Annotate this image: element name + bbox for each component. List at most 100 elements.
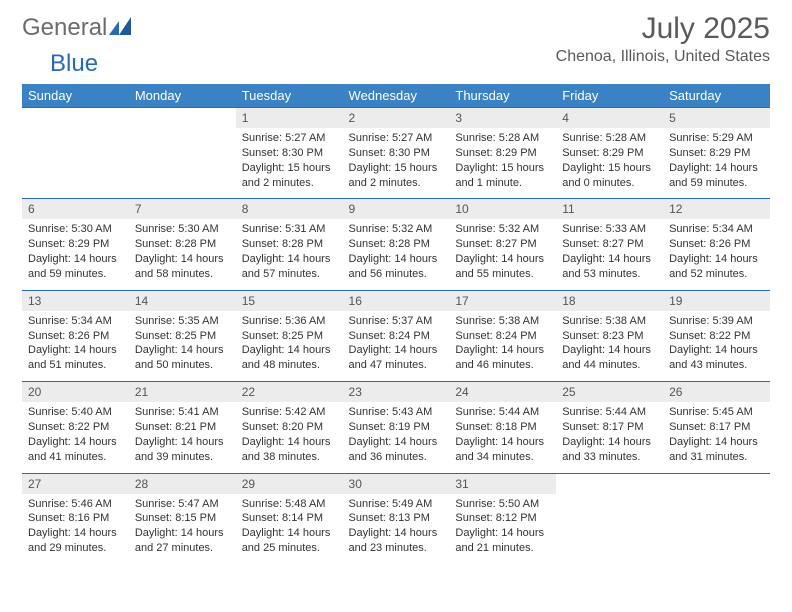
day-number: 10 bbox=[449, 199, 556, 219]
dayhead-monday: Monday bbox=[129, 84, 236, 108]
day-number: 23 bbox=[343, 382, 450, 402]
day-number: 21 bbox=[129, 382, 236, 402]
day-info: Sunrise: 5:40 AMSunset: 8:22 PMDaylight:… bbox=[22, 402, 129, 472]
day-info: Sunrise: 5:27 AMSunset: 8:30 PMDaylight:… bbox=[236, 128, 343, 198]
day-number: 12 bbox=[663, 199, 770, 219]
day-number: 7 bbox=[129, 199, 236, 219]
calendar-cell: 9Sunrise: 5:32 AMSunset: 8:28 PMDaylight… bbox=[343, 199, 450, 290]
day-number: 25 bbox=[556, 382, 663, 402]
day-info: Sunrise: 5:27 AMSunset: 8:30 PMDaylight:… bbox=[343, 128, 450, 198]
dayhead-sunday: Sunday bbox=[22, 84, 129, 108]
calendar-cell: 16Sunrise: 5:37 AMSunset: 8:24 PMDayligh… bbox=[343, 290, 450, 381]
day-number: 20 bbox=[22, 382, 129, 402]
calendar-cell: 8Sunrise: 5:31 AMSunset: 8:28 PMDaylight… bbox=[236, 199, 343, 290]
calendar-header-row: Sunday Monday Tuesday Wednesday Thursday… bbox=[22, 84, 770, 108]
calendar-week-row: 27Sunrise: 5:46 AMSunset: 8:16 PMDayligh… bbox=[22, 473, 770, 564]
day-info: Sunrise: 5:49 AMSunset: 8:13 PMDaylight:… bbox=[343, 494, 450, 564]
day-number: 29 bbox=[236, 474, 343, 494]
calendar-cell: 24Sunrise: 5:44 AMSunset: 8:18 PMDayligh… bbox=[449, 382, 556, 473]
calendar-cell: 28Sunrise: 5:47 AMSunset: 8:15 PMDayligh… bbox=[129, 473, 236, 564]
day-info: Sunrise: 5:47 AMSunset: 8:15 PMDaylight:… bbox=[129, 494, 236, 564]
day-info: Sunrise: 5:30 AMSunset: 8:28 PMDaylight:… bbox=[129, 219, 236, 289]
day-info: Sunrise: 5:44 AMSunset: 8:17 PMDaylight:… bbox=[556, 402, 663, 472]
day-info: Sunrise: 5:46 AMSunset: 8:16 PMDaylight:… bbox=[22, 494, 129, 564]
location-text: Chenoa, Illinois, United States bbox=[556, 48, 770, 66]
day-number: 27 bbox=[22, 474, 129, 494]
title-block: July 2025 Chenoa, Illinois, United State… bbox=[556, 12, 770, 66]
dayhead-tuesday: Tuesday bbox=[236, 84, 343, 108]
calendar-cell: 10Sunrise: 5:32 AMSunset: 8:27 PMDayligh… bbox=[449, 199, 556, 290]
day-number: 11 bbox=[556, 199, 663, 219]
day-info: Sunrise: 5:35 AMSunset: 8:25 PMDaylight:… bbox=[129, 311, 236, 381]
day-info: Sunrise: 5:34 AMSunset: 8:26 PMDaylight:… bbox=[22, 311, 129, 381]
calendar-week-row: 13Sunrise: 5:34 AMSunset: 8:26 PMDayligh… bbox=[22, 290, 770, 381]
dayhead-thursday: Thursday bbox=[449, 84, 556, 108]
day-number: 13 bbox=[22, 291, 129, 311]
day-number: 1 bbox=[236, 108, 343, 128]
calendar-cell: 22Sunrise: 5:42 AMSunset: 8:20 PMDayligh… bbox=[236, 382, 343, 473]
calendar-cell: 17Sunrise: 5:38 AMSunset: 8:24 PMDayligh… bbox=[449, 290, 556, 381]
calendar-cell: 18Sunrise: 5:38 AMSunset: 8:23 PMDayligh… bbox=[556, 290, 663, 381]
brand-logo: General bbox=[22, 12, 135, 42]
calendar-cell: 27Sunrise: 5:46 AMSunset: 8:16 PMDayligh… bbox=[22, 473, 129, 564]
calendar-week-row: 6Sunrise: 5:30 AMSunset: 8:29 PMDaylight… bbox=[22, 199, 770, 290]
day-info: Sunrise: 5:32 AMSunset: 8:27 PMDaylight:… bbox=[449, 219, 556, 289]
day-info: Sunrise: 5:50 AMSunset: 8:12 PMDaylight:… bbox=[449, 494, 556, 564]
day-info: Sunrise: 5:32 AMSunset: 8:28 PMDaylight:… bbox=[343, 219, 450, 289]
calendar-cell: 2Sunrise: 5:27 AMSunset: 8:30 PMDaylight… bbox=[343, 108, 450, 199]
day-info: Sunrise: 5:36 AMSunset: 8:25 PMDaylight:… bbox=[236, 311, 343, 381]
day-info: Sunrise: 5:33 AMSunset: 8:27 PMDaylight:… bbox=[556, 219, 663, 289]
day-number: 28 bbox=[129, 474, 236, 494]
day-number: 14 bbox=[129, 291, 236, 311]
calendar-week-row: ....1Sunrise: 5:27 AMSunset: 8:30 PMDayl… bbox=[22, 108, 770, 199]
day-info: Sunrise: 5:38 AMSunset: 8:23 PMDaylight:… bbox=[556, 311, 663, 381]
day-number: 6 bbox=[22, 199, 129, 219]
calendar-cell: 1Sunrise: 5:27 AMSunset: 8:30 PMDaylight… bbox=[236, 108, 343, 199]
day-number: 9 bbox=[343, 199, 450, 219]
page-title: July 2025 bbox=[556, 12, 770, 46]
day-number: 19 bbox=[663, 291, 770, 311]
calendar-cell: 4Sunrise: 5:28 AMSunset: 8:29 PMDaylight… bbox=[556, 108, 663, 199]
day-info: Sunrise: 5:39 AMSunset: 8:22 PMDaylight:… bbox=[663, 311, 770, 381]
dayhead-saturday: Saturday bbox=[663, 84, 770, 108]
day-number: 5 bbox=[663, 108, 770, 128]
brand-mark-icon bbox=[109, 14, 135, 42]
calendar-cell: 26Sunrise: 5:45 AMSunset: 8:17 PMDayligh… bbox=[663, 382, 770, 473]
calendar-cell: .. bbox=[663, 473, 770, 564]
day-info: Sunrise: 5:44 AMSunset: 8:18 PMDaylight:… bbox=[449, 402, 556, 472]
day-number: 31 bbox=[449, 474, 556, 494]
calendar-week-row: 20Sunrise: 5:40 AMSunset: 8:22 PMDayligh… bbox=[22, 382, 770, 473]
calendar-cell: 14Sunrise: 5:35 AMSunset: 8:25 PMDayligh… bbox=[129, 290, 236, 381]
day-info: Sunrise: 5:38 AMSunset: 8:24 PMDaylight:… bbox=[449, 311, 556, 381]
dayhead-wednesday: Wednesday bbox=[343, 84, 450, 108]
calendar-cell: 29Sunrise: 5:48 AMSunset: 8:14 PMDayligh… bbox=[236, 473, 343, 564]
day-info: Sunrise: 5:43 AMSunset: 8:19 PMDaylight:… bbox=[343, 402, 450, 472]
day-info: Sunrise: 5:28 AMSunset: 8:29 PMDaylight:… bbox=[556, 128, 663, 198]
calendar-cell: 11Sunrise: 5:33 AMSunset: 8:27 PMDayligh… bbox=[556, 199, 663, 290]
calendar-cell: 15Sunrise: 5:36 AMSunset: 8:25 PMDayligh… bbox=[236, 290, 343, 381]
calendar-cell: 5Sunrise: 5:29 AMSunset: 8:29 PMDaylight… bbox=[663, 108, 770, 199]
brand-general: General bbox=[22, 14, 107, 42]
day-info: Sunrise: 5:31 AMSunset: 8:28 PMDaylight:… bbox=[236, 219, 343, 289]
day-info: Sunrise: 5:48 AMSunset: 8:14 PMDaylight:… bbox=[236, 494, 343, 564]
calendar-cell: 25Sunrise: 5:44 AMSunset: 8:17 PMDayligh… bbox=[556, 382, 663, 473]
day-info: Sunrise: 5:30 AMSunset: 8:29 PMDaylight:… bbox=[22, 219, 129, 289]
day-info: Sunrise: 5:28 AMSunset: 8:29 PMDaylight:… bbox=[449, 128, 556, 198]
day-number: 24 bbox=[449, 382, 556, 402]
calendar-cell: 21Sunrise: 5:41 AMSunset: 8:21 PMDayligh… bbox=[129, 382, 236, 473]
day-info: Sunrise: 5:45 AMSunset: 8:17 PMDaylight:… bbox=[663, 402, 770, 472]
day-number: 4 bbox=[556, 108, 663, 128]
day-number: 3 bbox=[449, 108, 556, 128]
calendar-cell: 12Sunrise: 5:34 AMSunset: 8:26 PMDayligh… bbox=[663, 199, 770, 290]
calendar-cell: 7Sunrise: 5:30 AMSunset: 8:28 PMDaylight… bbox=[129, 199, 236, 290]
calendar-cell: 3Sunrise: 5:28 AMSunset: 8:29 PMDaylight… bbox=[449, 108, 556, 199]
calendar-cell: .. bbox=[556, 473, 663, 564]
day-number: 15 bbox=[236, 291, 343, 311]
day-number: 16 bbox=[343, 291, 450, 311]
calendar-cell: 23Sunrise: 5:43 AMSunset: 8:19 PMDayligh… bbox=[343, 382, 450, 473]
calendar-cell: 31Sunrise: 5:50 AMSunset: 8:12 PMDayligh… bbox=[449, 473, 556, 564]
day-number: 26 bbox=[663, 382, 770, 402]
calendar-cell: 13Sunrise: 5:34 AMSunset: 8:26 PMDayligh… bbox=[22, 290, 129, 381]
calendar-cell: 19Sunrise: 5:39 AMSunset: 8:22 PMDayligh… bbox=[663, 290, 770, 381]
dayhead-friday: Friday bbox=[556, 84, 663, 108]
